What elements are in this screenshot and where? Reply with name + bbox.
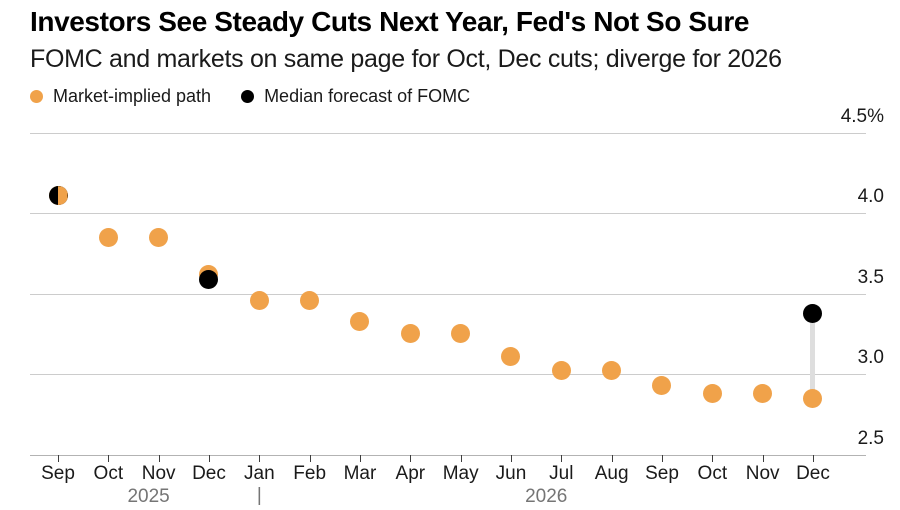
y-axis-label: 3.0 <box>857 347 884 369</box>
legend-label: Market-implied path <box>53 86 212 106</box>
x-tick <box>108 455 110 462</box>
x-tick <box>158 455 160 462</box>
x-tick <box>762 455 764 462</box>
x-tick <box>510 455 512 462</box>
gridline <box>30 454 866 456</box>
x-axis-label: May <box>442 463 479 484</box>
y-axis-label: 4.5% <box>840 106 884 127</box>
x-tick <box>661 455 663 462</box>
y-axis-label: 4.0 <box>857 186 884 208</box>
market-dot <box>249 290 269 310</box>
x-tick <box>410 455 412 462</box>
x-axis-label: Dec <box>796 463 830 484</box>
x-tick <box>460 455 462 462</box>
x-axis-label: Jan <box>244 463 275 484</box>
market-dot <box>753 383 773 403</box>
year-label: 2025 <box>127 486 170 507</box>
market-dot <box>652 375 672 395</box>
x-axis-label: Jun <box>495 463 527 484</box>
x-axis-label: Oct <box>697 463 728 484</box>
x-tick <box>259 455 261 462</box>
x-tick <box>812 455 814 462</box>
gridline <box>30 374 866 376</box>
market-dot <box>702 383 722 403</box>
legend-item-market: Market-implied path <box>30 86 211 107</box>
legend: Market-implied path Median forecast of FO… <box>30 86 470 107</box>
x-tick <box>208 455 210 462</box>
fomc-dot-icon <box>241 90 255 103</box>
x-tick <box>359 455 361 462</box>
connector-line <box>810 313 816 399</box>
x-axis-label: Aug <box>594 463 629 484</box>
fomc-dot <box>199 269 219 289</box>
x-axis-label: Jul <box>549 463 574 484</box>
x-axis-label: Dec <box>192 463 226 484</box>
market-dot <box>300 290 320 310</box>
y-axis-label: 2.5 <box>857 427 884 449</box>
market-dot <box>350 311 370 331</box>
x-axis-label: Mar <box>343 463 377 484</box>
market-dot <box>602 361 622 381</box>
market-dot <box>803 388 823 408</box>
legend-label: Median forecast of FOMC <box>264 86 471 106</box>
market-dot-icon <box>30 90 43 103</box>
market-dot <box>451 324 471 344</box>
x-axis-label: Sep <box>645 463 679 484</box>
x-axis-label: Sep <box>41 463 75 484</box>
x-axis-label: Feb <box>293 463 327 484</box>
legend-item-fomc: Median forecast of FOMC <box>241 86 470 107</box>
gridline <box>30 213 866 215</box>
chart-subtitle: FOMC and markets on same page for Oct, D… <box>30 45 782 73</box>
fomc-dot <box>803 303 823 323</box>
chart-title: Investors See Steady Cuts Next Year, Fed… <box>30 6 750 37</box>
year-label: 2026 <box>525 486 568 507</box>
x-axis-label: Apr <box>395 463 426 484</box>
x-tick <box>561 455 563 462</box>
year-divider: | <box>256 485 262 506</box>
split-marker-overlay <box>58 186 68 206</box>
x-tick <box>712 455 714 462</box>
x-tick <box>309 455 311 462</box>
x-axis-label: Nov <box>745 463 780 484</box>
x-axis-label: Nov <box>141 463 176 484</box>
x-tick <box>611 455 613 462</box>
market-dot <box>501 346 521 366</box>
market-dot <box>551 361 571 381</box>
gridline <box>30 133 866 134</box>
market-dot <box>149 227 169 247</box>
x-tick <box>58 455 59 462</box>
market-dot <box>98 227 118 247</box>
market-dot <box>400 324 420 344</box>
y-axis-label: 3.5 <box>857 266 884 288</box>
x-axis-label: Oct <box>93 463 124 484</box>
gridline <box>30 293 866 295</box>
